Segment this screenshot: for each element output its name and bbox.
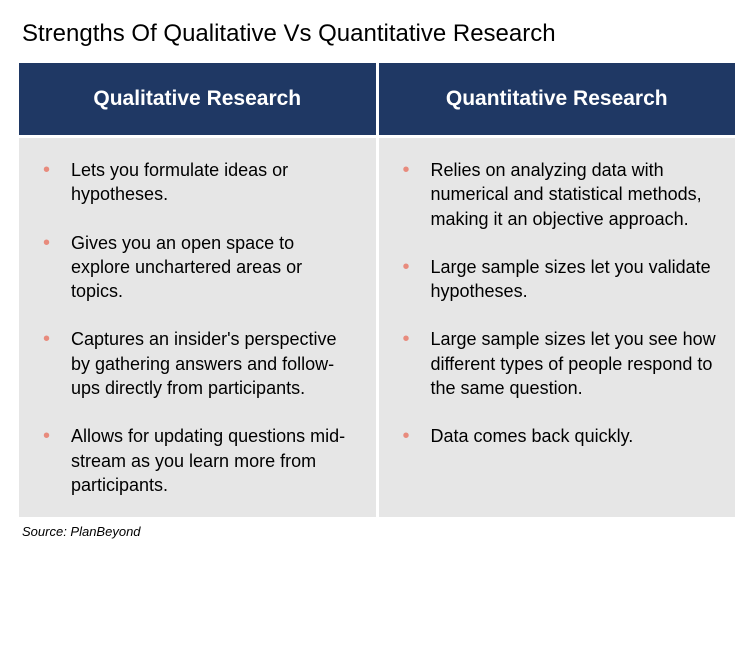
- list-item: Relies on analyzing data with numerical …: [397, 158, 718, 231]
- column-header: Qualitative Research: [19, 63, 376, 135]
- comparison-table: Qualitative Research Lets you formulate …: [18, 62, 736, 518]
- list-item: Gives you an open space to explore uncha…: [37, 231, 358, 304]
- list-item: Captures an insider's perspective by gat…: [37, 327, 358, 400]
- list-item: Allows for updating questions mid-stream…: [37, 424, 358, 497]
- column-header: Quantitative Research: [379, 63, 736, 135]
- list-item: Lets you formulate ideas or hypotheses.: [37, 158, 358, 207]
- bullet-list: Relies on analyzing data with numerical …: [397, 158, 718, 449]
- bullet-list: Lets you formulate ideas or hypotheses. …: [37, 158, 358, 497]
- source-attribution: Source: PlanBeyond: [18, 524, 736, 539]
- column-body: Lets you formulate ideas or hypotheses. …: [19, 135, 376, 517]
- page-title: Strengths Of Qualitative Vs Quantitative…: [18, 20, 736, 48]
- list-item: Data comes back quickly.: [397, 424, 718, 448]
- list-item: Large sample sizes let you validate hypo…: [397, 255, 718, 304]
- column-qualitative: Qualitative Research Lets you formulate …: [19, 63, 376, 517]
- list-item: Large sample sizes let you see how diffe…: [397, 327, 718, 400]
- column-quantitative: Quantitative Research Relies on analyzin…: [376, 63, 736, 517]
- column-body: Relies on analyzing data with numerical …: [379, 135, 736, 517]
